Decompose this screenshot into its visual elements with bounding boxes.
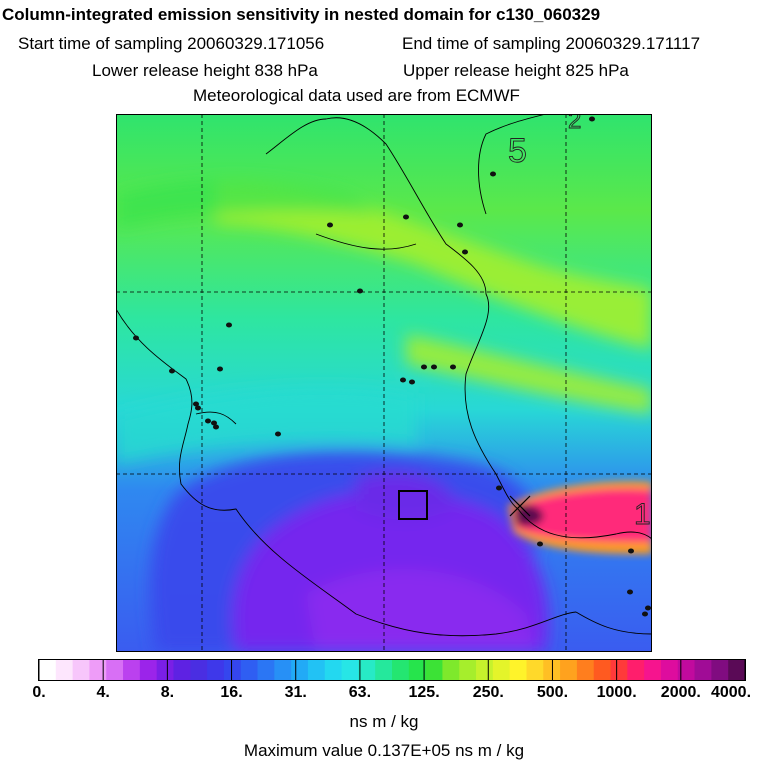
release-box xyxy=(398,490,428,520)
color-scale-swatch xyxy=(173,660,191,680)
color-scale-swatch xyxy=(408,660,427,680)
color-scale-swatch xyxy=(459,660,477,680)
color-scale-swatch xyxy=(610,660,628,680)
lat-lon-grid xyxy=(116,114,652,652)
color-scale-swatch xyxy=(106,660,124,680)
color-scale-swatch xyxy=(425,660,443,680)
color-scale-swatch xyxy=(358,660,376,680)
coastline xyxy=(116,114,652,637)
color-scale-swatch xyxy=(190,660,208,680)
map-canvas: 5 2 1 xyxy=(116,114,652,652)
color-scale-tick-label: 31. xyxy=(284,684,307,701)
color-scale-swatch xyxy=(728,660,746,680)
color-scale-swatch xyxy=(526,660,544,680)
color-scale-swatch xyxy=(492,660,511,680)
color-scale-tick-label: 4000. xyxy=(710,684,752,701)
color-scale-tick-label: 1000. xyxy=(596,684,637,701)
color-scale-swatch xyxy=(291,660,309,680)
color-scale-swatch xyxy=(593,660,612,680)
color-scale-tick-label: 500. xyxy=(536,684,569,701)
color-scale-swatch xyxy=(711,660,729,680)
color-scale-tick-label: 63. xyxy=(348,684,372,701)
color-scale-swatch xyxy=(392,660,410,680)
color-scale-swatch xyxy=(560,660,578,680)
color-scale-tick-label: 250. xyxy=(472,684,504,701)
color-scale-bar xyxy=(38,659,746,681)
met-data-label: Meteorological data used are from ECMWF xyxy=(193,86,520,105)
color-scale-swatch xyxy=(660,660,679,680)
contour-label: 2 xyxy=(568,114,581,134)
color-scale-swatch xyxy=(156,660,174,680)
color-scale-swatch xyxy=(694,660,712,680)
color-scale-swatch xyxy=(240,660,259,680)
contour-label: 5 xyxy=(508,132,527,170)
color-scale-swatch xyxy=(55,660,74,680)
color-scale-swatch xyxy=(39,660,57,680)
color-scale-swatch xyxy=(89,660,107,680)
color-scale-swatch xyxy=(257,660,275,680)
unit-label: ns m / kg xyxy=(349,712,419,731)
color-scale-swatch xyxy=(476,660,494,680)
color-scale-swatch xyxy=(324,660,343,680)
color-scale-tick-label: 4. xyxy=(96,684,110,701)
color-scale-swatch xyxy=(341,660,359,680)
lower-release-label: Lower release height 838 hPa xyxy=(92,61,318,80)
color-scale-swatch xyxy=(576,660,595,680)
upper-release-label: Upper release height 825 hPa xyxy=(403,61,629,80)
map-frame xyxy=(116,114,652,652)
color-scale-swatch xyxy=(307,660,326,680)
color-scale-swatch xyxy=(375,660,393,680)
color-scale-swatch xyxy=(207,660,225,680)
start-time-label: Start time of sampling 20060329.171056 xyxy=(18,34,325,53)
color-scale-tick-label: 2000. xyxy=(660,684,701,701)
color-scale-swatch xyxy=(123,660,141,680)
color-scale-swatch xyxy=(627,660,645,680)
color-scale-frame xyxy=(38,659,746,681)
color-scale-swatch xyxy=(509,660,527,680)
color-scale-tick-label: 0. xyxy=(32,684,46,701)
color-scale-tick-label: 125. xyxy=(408,684,440,701)
city-markers xyxy=(133,116,651,617)
release-location-marker xyxy=(509,495,531,517)
color-scale-swatch xyxy=(223,660,242,680)
color-scale-swatch xyxy=(644,660,662,680)
color-scale-swatch xyxy=(543,660,561,680)
color-scale-swatch xyxy=(274,660,292,680)
contour-label: 1 xyxy=(634,498,651,531)
color-scale-swatch xyxy=(677,660,696,680)
color-scale-swatch xyxy=(442,660,460,680)
end-time-label: End time of sampling 20060329.171117 xyxy=(402,34,701,53)
color-scale-tick-label: 16. xyxy=(220,684,243,701)
color-scale-tick-label: 8. xyxy=(160,684,175,701)
color-scale-swatch xyxy=(72,660,90,680)
map-title: Column-integrated emission sensitivity i… xyxy=(2,5,601,24)
sensitivity-map: 5 2 1 xyxy=(116,114,652,652)
color-scale-swatch xyxy=(139,660,158,680)
maximum-value-label: Maximum value 0.137E+05 ns m / kg xyxy=(243,741,525,760)
emission-plume xyxy=(508,481,652,554)
